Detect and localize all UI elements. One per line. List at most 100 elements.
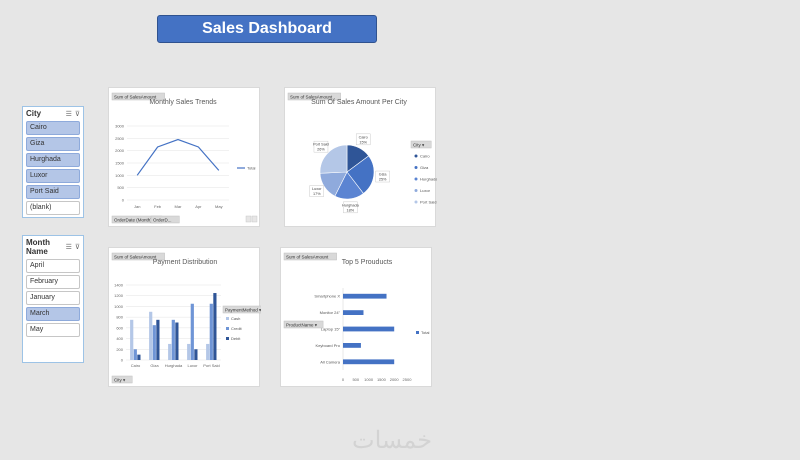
legend-swatch	[226, 327, 229, 330]
slicer-item-january[interactable]: January	[26, 291, 80, 305]
bar-cash-giza	[149, 311, 153, 360]
field-tag: Sum of SalesAmount	[286, 254, 329, 259]
sales-per-city-chart[interactable]: Sum of SalesAmount Sum Of Sales Amount Pe…	[284, 87, 437, 227]
slicer-item-port-said[interactable]: Port Said	[26, 185, 80, 199]
axis-filter-button: ProductName ▾	[286, 322, 318, 327]
legend-filter-button-bg	[410, 140, 432, 149]
watermark-logo: خمسات	[352, 427, 433, 454]
bar-cash-luxor	[187, 343, 191, 360]
bar-cash-port-said	[206, 343, 210, 360]
data-label-percent: 15%	[359, 140, 367, 144]
legend-label: Port Said	[420, 200, 436, 205]
legend-filter-button: City ▾	[413, 142, 425, 147]
data-label-percent: 25%	[379, 178, 387, 182]
y-tick-label: 1000	[115, 173, 125, 178]
bar-credit-port-said	[209, 303, 213, 360]
data-label-box	[309, 185, 324, 197]
y-tick-label: 0	[121, 358, 124, 363]
legend-label: Debit	[231, 336, 241, 341]
slicer-item-april[interactable]: April	[26, 259, 80, 273]
field-tag: Sum of SalesAmount	[114, 254, 157, 259]
clear-filter-icon[interactable]: ⊽	[74, 110, 80, 118]
y-tick-label: 2000	[115, 148, 125, 153]
y-tick-label: Smartphone X	[314, 294, 340, 299]
y-tick-label: 1400	[114, 283, 124, 288]
slicer-item-cairo[interactable]: Cairo	[26, 121, 80, 135]
legend-label: Credit	[231, 326, 243, 331]
slicer-item-hurghada[interactable]: Hurghada	[26, 153, 80, 167]
x-tick-label: 2000	[390, 377, 400, 382]
data-label-percent: 26%	[317, 148, 325, 152]
field-tag-bg	[287, 92, 341, 101]
slicer-title: Month Name	[26, 238, 50, 256]
data-label-city: Giza	[379, 173, 388, 177]
legend-label: Giza	[420, 165, 429, 170]
axis-filter-button-bg	[283, 320, 324, 329]
bar-cash-cairo	[130, 319, 134, 360]
collapse-button	[245, 215, 252, 223]
x-tick-label: Cairo	[131, 363, 141, 368]
y-tick-label: 2500	[115, 136, 125, 141]
slicer-header: City ☰ ⊽	[23, 107, 83, 120]
slicer-item-luxor[interactable]: Luxor	[26, 169, 80, 183]
data-label-city: Cairo	[359, 135, 368, 139]
y-tick-label: 3000	[115, 124, 125, 129]
slicer-item-giza[interactable]: Giza	[26, 137, 80, 151]
month-name-slicer[interactable]: Month Name ☰ ⊽ April February January March…	[22, 235, 84, 363]
slicer-item-march[interactable]: March	[26, 307, 80, 321]
multi-select-icon[interactable]: ☰	[65, 244, 72, 251]
payment-distribution-chart[interactable]: Sum of SalesAmount Payment Distribution 0 2…	[108, 247, 261, 387]
filter-button-orderdate: OrderD...	[153, 217, 172, 222]
x-tick-label: Apr	[195, 204, 202, 209]
data-label-percent: 18%	[347, 208, 355, 212]
legend-marker	[414, 154, 418, 158]
x-tick-label: May	[215, 204, 223, 209]
data-label-city: Port Said	[313, 143, 329, 147]
x-tick-label: 1500	[377, 377, 387, 382]
multi-select-icon[interactable]: ☰	[65, 110, 72, 118]
bar-debit-cairo	[137, 354, 141, 360]
bar-smartphone-x	[343, 293, 387, 299]
y-tick-label: 600	[116, 325, 123, 330]
data-label-city: Hurghada	[342, 203, 360, 207]
y-tick-label: 400	[116, 336, 123, 341]
data-label-box	[313, 140, 329, 153]
legend-filter-button-bg	[222, 305, 261, 314]
y-tick-label: 500	[117, 185, 124, 190]
chart-title: Monthly Sales Trends	[149, 99, 217, 106]
city-slicer[interactable]: City ☰ ⊽ Cairo Giza Hurghada Luxor Port Said…	[22, 106, 84, 218]
x-tick-label: Giza	[150, 363, 159, 368]
legend-filter-button: PaymentMethod ▾	[225, 307, 261, 312]
monthly-sales-chart[interactable]: Sum of SalesAmount Monthly Sales Trends 0 5…	[108, 87, 260, 227]
y-tick-label: 0	[122, 198, 125, 203]
bar-credit-cairo	[133, 349, 137, 360]
bar-credit-luxor	[190, 303, 194, 360]
x-tick-label: Feb	[154, 204, 162, 209]
slicer-item-blank[interactable]: (blank)	[26, 201, 80, 215]
legend-marker	[414, 200, 418, 204]
y-tick-label: All Camera	[320, 359, 341, 364]
x-tick-label: Luxor	[187, 363, 198, 368]
slicer-item-may[interactable]: May	[26, 323, 80, 337]
slicer-item-february[interactable]: February	[26, 275, 80, 289]
bar-debit-hurghada	[175, 322, 179, 360]
y-tick-label: 1200	[114, 293, 124, 298]
y-tick-label: 1000	[114, 304, 124, 309]
x-tick-label: Jan	[134, 204, 140, 209]
clear-filter-icon[interactable]: ⊽	[74, 244, 80, 251]
filter-button-orderdate-bg	[150, 215, 180, 224]
chart-title: Payment Distribution	[153, 259, 218, 266]
chart-title: Top 5 Prouducts	[342, 259, 393, 266]
x-tick-label: 500	[352, 377, 359, 382]
top-products-chart[interactable]: Sum of SalesAmount Top 5 Prouducts 0 500 100…	[280, 247, 432, 387]
legend-label: Total	[247, 166, 256, 171]
pie-slice-giza	[346, 155, 375, 194]
legend-label: Luxor	[420, 188, 431, 193]
bar-debit-giza	[156, 319, 160, 360]
legend-marker	[414, 189, 418, 192]
y-tick-label: Monitor 24"	[320, 310, 341, 315]
field-tag-bg	[111, 252, 165, 261]
series-line-total	[136, 138, 220, 176]
bar-credit-giza	[152, 325, 156, 360]
x-tick-label: Mar	[175, 204, 183, 209]
